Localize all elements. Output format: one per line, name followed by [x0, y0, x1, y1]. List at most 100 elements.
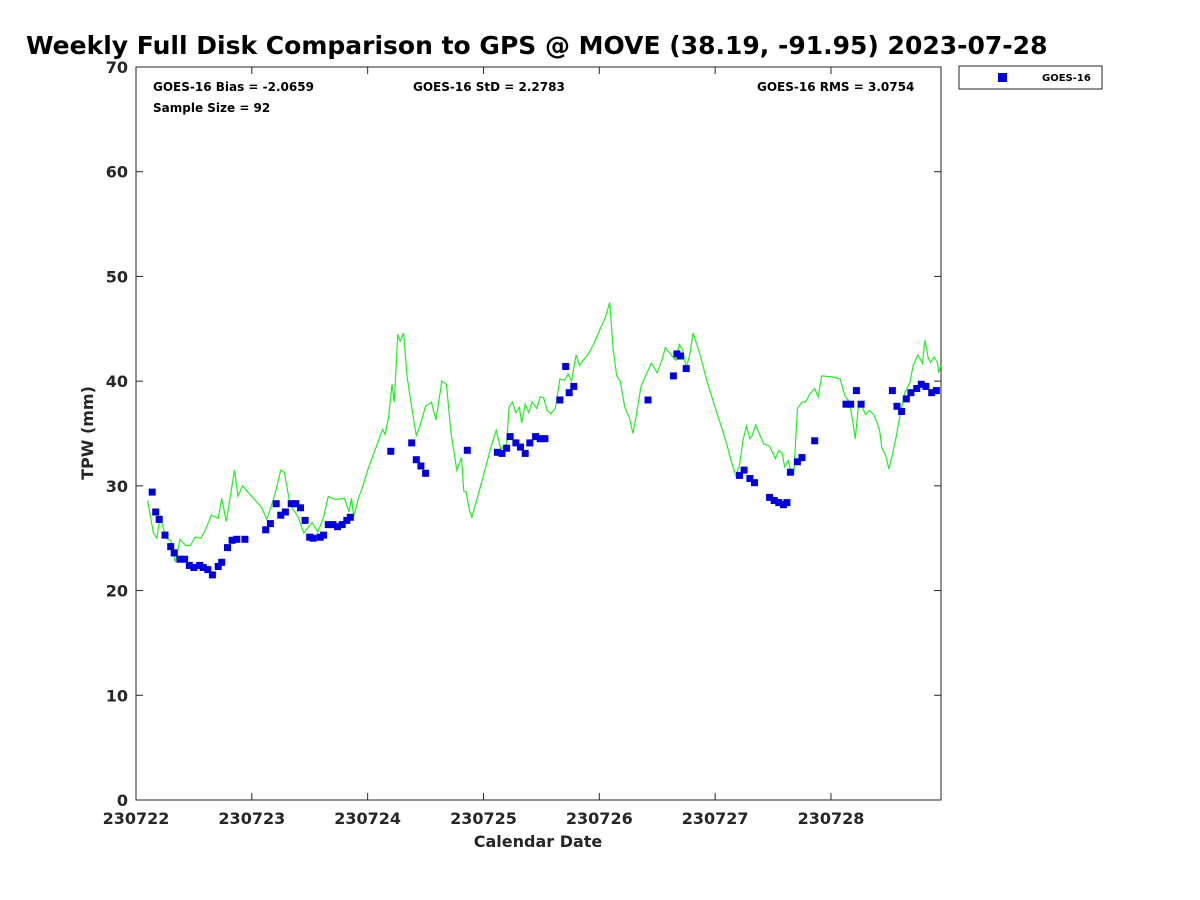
- goes16-point: [181, 555, 189, 563]
- goes16-point: [847, 400, 855, 408]
- goes16-point: [541, 435, 549, 443]
- y-tick-label: 40: [106, 372, 128, 391]
- goes16-point: [922, 382, 930, 390]
- goes16-point: [570, 382, 578, 390]
- goes16-point: [176, 555, 184, 563]
- goes16-point: [281, 508, 289, 516]
- goes16-point: [736, 471, 743, 479]
- legend-marker: [998, 73, 1007, 82]
- goes16-point: [301, 516, 309, 524]
- goes16-point: [338, 521, 346, 529]
- goes16-point: [556, 396, 564, 404]
- goes16-point: [297, 504, 304, 512]
- goes16-point: [155, 515, 163, 523]
- goes16-point: [811, 437, 819, 445]
- goes16-point: [517, 443, 524, 451]
- y-tick-label: 0: [117, 791, 128, 810]
- y-tick-label: 60: [106, 163, 128, 182]
- goes16-point: [218, 558, 226, 566]
- goes16-point: [928, 389, 936, 397]
- sample-size-stat: Sample Size = 92: [153, 101, 270, 115]
- goes16-point: [161, 531, 169, 539]
- goes16-point: [917, 380, 925, 388]
- goes16-point: [644, 396, 652, 404]
- goes16-point: [532, 433, 540, 441]
- goes16-point: [272, 500, 280, 508]
- goes16-point: [152, 508, 160, 516]
- goes16-point: [503, 444, 511, 452]
- goes16-point: [277, 511, 285, 519]
- goes16-point: [417, 462, 425, 470]
- goes16-point: [783, 499, 791, 507]
- goes16-point: [185, 561, 193, 569]
- goes16-point: [565, 389, 573, 397]
- x-axis: 230722 230723 230724 230725 230726 230727 2307…: [103, 67, 865, 828]
- goes16-point: [387, 447, 395, 455]
- chart-title: Weekly Full Disk Comparison to GPS @ MOV…: [26, 31, 1047, 60]
- x-tick-label: 230728: [798, 809, 865, 828]
- y-axis-label: TPW (mm): [78, 386, 97, 480]
- goes16-point: [913, 385, 921, 392]
- goes16-point: [682, 365, 690, 373]
- x-tick-label: 230724: [334, 809, 401, 828]
- goes16-point: [842, 400, 850, 408]
- y-axis: 0 10 20 30 40 50 60 70: [106, 58, 941, 810]
- goes16-point: [751, 479, 758, 487]
- goes16-point: [669, 372, 677, 380]
- bias-stat: GOES-16 Bias = -2.0659: [153, 80, 314, 94]
- x-tick-label: 230723: [218, 809, 285, 828]
- goes16-point: [932, 387, 940, 395]
- legend-label: GOES-16: [1042, 73, 1091, 84]
- goes16-point: [888, 387, 896, 395]
- legend: GOES-16: [958, 65, 1103, 90]
- goes16-point: [309, 534, 317, 542]
- x-tick-label: 230726: [566, 809, 633, 828]
- goes16-point: [228, 536, 236, 544]
- x-tick-label: 230727: [682, 809, 749, 828]
- goes16-point: [266, 520, 274, 528]
- goes16-point: [412, 456, 420, 464]
- goes16-point: [562, 363, 570, 370]
- goes16-point: [422, 469, 430, 477]
- goes16-point: [190, 564, 198, 571]
- goes16-point: [320, 531, 328, 539]
- goes16-point: [676, 352, 684, 360]
- y-tick-label: 20: [106, 582, 128, 601]
- goes16-point: [324, 521, 332, 529]
- x-tick-label: 230725: [450, 809, 517, 828]
- goes16-point: [766, 493, 774, 501]
- goes16-point: [907, 389, 915, 397]
- goes16-point: [408, 439, 416, 447]
- y-tick-label: 10: [106, 686, 128, 705]
- goes16-point: [287, 500, 295, 508]
- goes16-point: [536, 435, 544, 443]
- goes16-point: [463, 446, 471, 454]
- goes16-point: [902, 395, 910, 403]
- legend-box: [958, 65, 1103, 90]
- goes16-point: [770, 497, 778, 504]
- goes16-point: [292, 500, 300, 508]
- goes16-point: [893, 402, 901, 410]
- y-tick-label: 70: [106, 58, 128, 77]
- goes16-point: [493, 448, 501, 456]
- goes16-point: [775, 499, 783, 507]
- goes16-point: [798, 454, 806, 462]
- goes16-point: [506, 433, 514, 441]
- goes16-point: [746, 475, 754, 482]
- goes16-point: [199, 564, 207, 571]
- y-tick-label: 30: [106, 477, 128, 496]
- goes16-point: [740, 466, 748, 474]
- goes16-point: [241, 535, 249, 543]
- goes16-point: [857, 400, 865, 408]
- goes16-point: [526, 439, 534, 447]
- goes16-point: [334, 523, 341, 531]
- goes16-point: [208, 571, 216, 579]
- goes16-point: [793, 458, 801, 466]
- goes16-point: [346, 513, 354, 521]
- goes16-point: [329, 521, 337, 529]
- goes16-point: [898, 408, 906, 415]
- rms-stat: GOES-16 RMS = 3.0754: [757, 80, 914, 94]
- goes16-point: [262, 526, 270, 534]
- goes16-point: [148, 488, 156, 496]
